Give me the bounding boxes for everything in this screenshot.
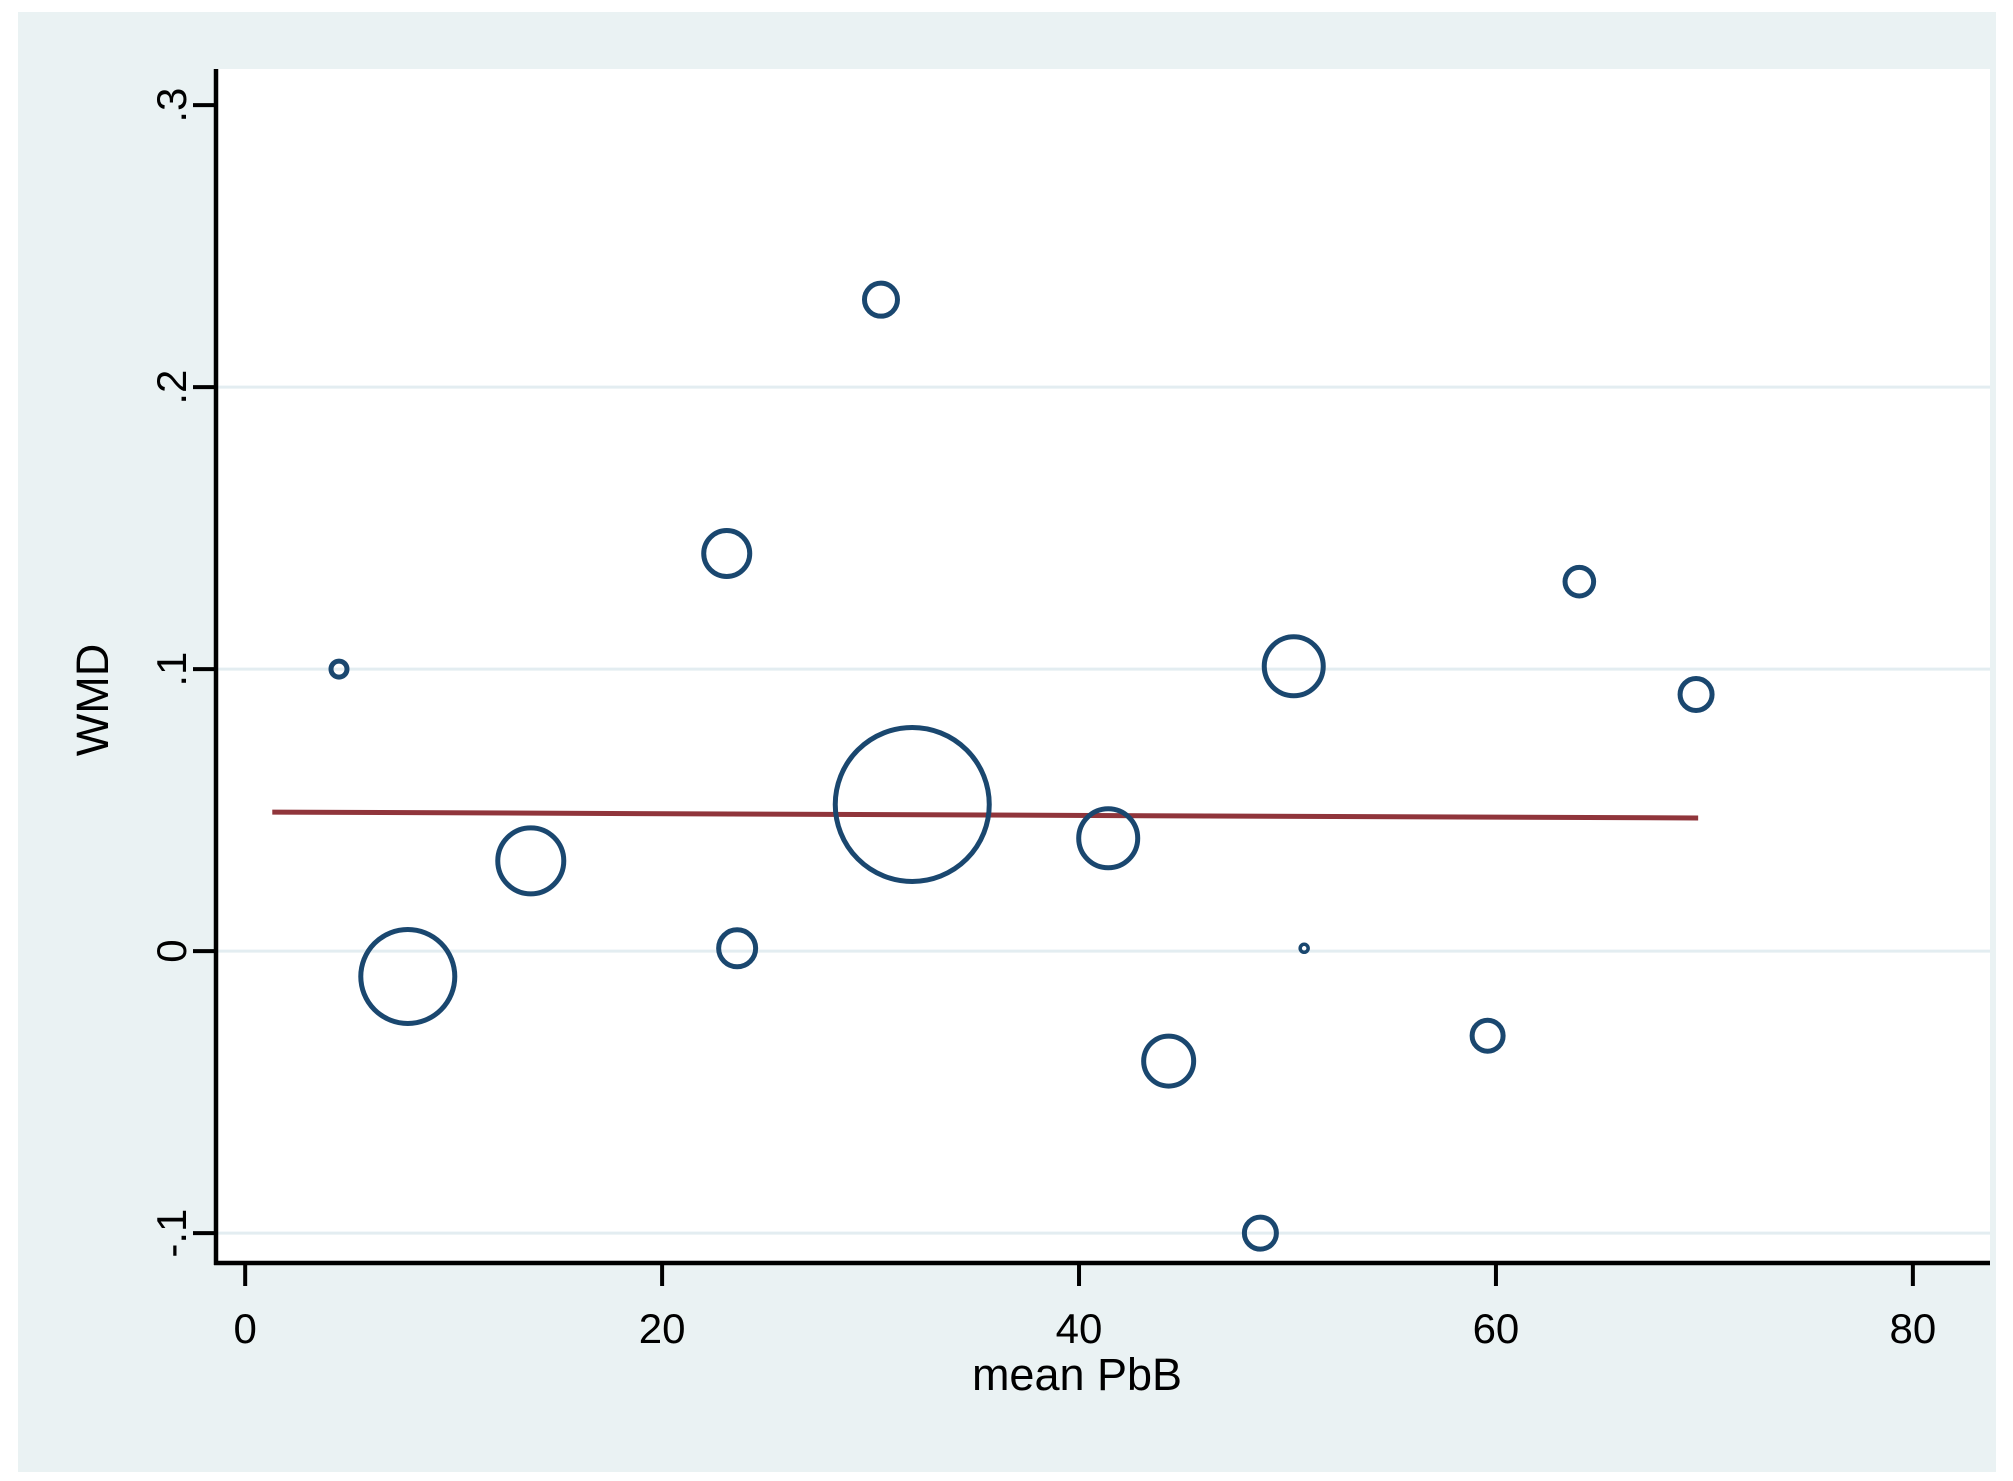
bubble-marker <box>1261 634 1326 699</box>
y-tick-label: .1 <box>148 652 195 687</box>
y-tick-label: -.1 <box>148 1209 195 1258</box>
bubble-marker <box>701 527 753 579</box>
x-tick-label: 20 <box>639 1305 686 1352</box>
x-tick-label: 0 <box>234 1305 257 1352</box>
x-tick-label: 60 <box>1473 1305 1520 1352</box>
x-axis-ticks: 0 20 40 60 80 <box>234 1263 1937 1352</box>
bubble-marker <box>1241 1214 1279 1252</box>
bubble-marker <box>1562 564 1597 599</box>
bubble-marker <box>328 658 350 680</box>
bubble-marker <box>716 927 759 970</box>
bubble-marker <box>861 280 900 319</box>
y-tick-label: .2 <box>148 370 195 405</box>
bubble-markers <box>328 280 1715 1252</box>
y-tick-label: .3 <box>148 88 195 123</box>
plot-area <box>216 69 1990 1263</box>
y-tick-label: 0 <box>148 939 195 962</box>
x-tick-label: 40 <box>1056 1305 1103 1352</box>
x-axis-title: mean PbB <box>972 1349 1182 1400</box>
gridlines <box>216 385 1990 1235</box>
bubble-marker <box>1076 806 1141 871</box>
y-axis-ticks: .3 .2 .1 0 -.1 <box>148 88 216 1258</box>
bubble-marker <box>1469 1017 1506 1054</box>
x-tick-label: 80 <box>1890 1305 1937 1352</box>
bubble-marker <box>1141 1033 1197 1089</box>
bubble-marker <box>1677 675 1715 713</box>
bubble-marker <box>358 926 458 1026</box>
y-axis-title: WMD <box>67 644 118 756</box>
regression-line <box>272 809 1699 821</box>
bubble-marker <box>495 825 567 897</box>
bubble-marker <box>1298 942 1310 955</box>
bubble-marker <box>832 724 992 884</box>
